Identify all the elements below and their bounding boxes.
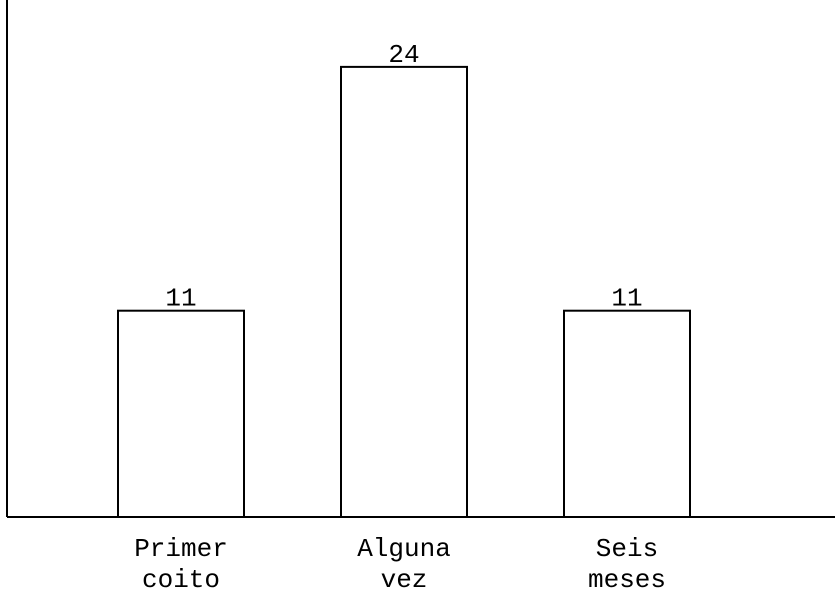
bar-primer-coito — [117, 309, 245, 518]
data-label-alguna-vez: 24 — [388, 40, 419, 70]
category-label-alguna-vez-line2: vez — [381, 565, 428, 592]
category-label-seis-meses-line1: Seis — [596, 534, 658, 564]
category-label-alguna-vez-line1: Alguna — [357, 534, 451, 564]
data-label-primer-coito: 11 — [165, 284, 196, 314]
category-label-seis-meses-line2: meses — [588, 565, 666, 592]
bar-alguna-vez — [340, 65, 468, 519]
category-label-primer-coito-line2: coito — [142, 565, 220, 592]
data-label-seis-meses: 11 — [611, 284, 642, 314]
bar-seis-meses — [563, 309, 691, 518]
category-label-primer-coito-line1: Primer — [134, 534, 228, 564]
